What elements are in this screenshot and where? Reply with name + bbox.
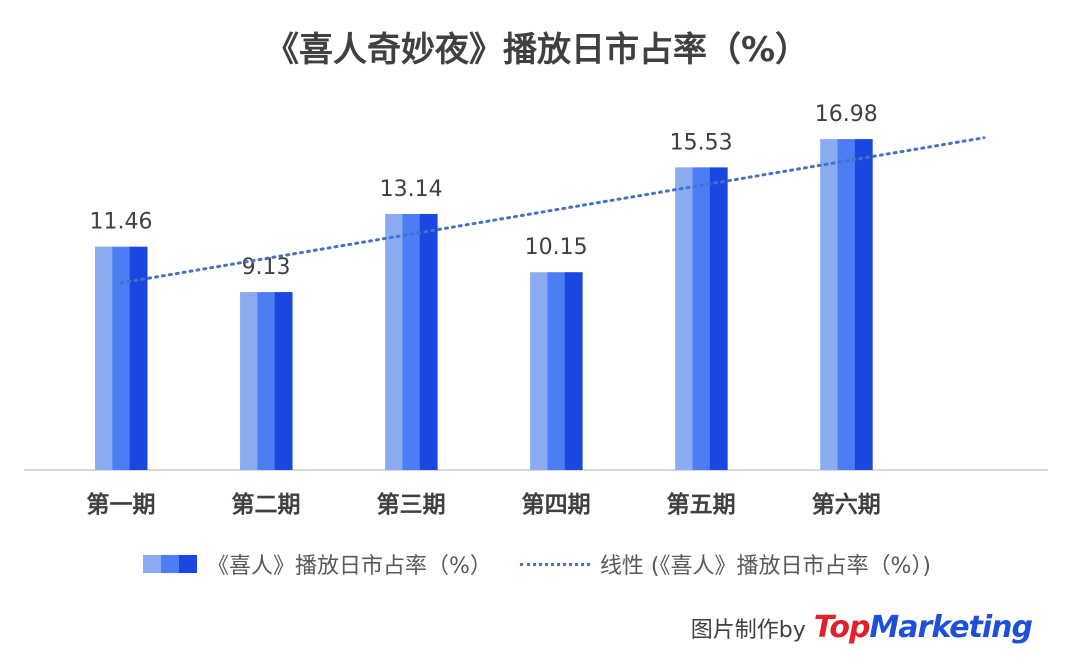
bar-6-segment [854,139,873,470]
category-label-1: 第一期 [87,491,156,518]
category-label-2: 第二期 [232,491,301,518]
bar-1[interactable] [95,246,148,470]
category-label-3: 第三期 [377,491,446,518]
bar-1-segment [95,246,113,470]
bar-3-segment [419,213,438,470]
legend-item-bar[interactable]: 《喜人》播放日市占率（%） [143,548,492,580]
category-label-5: 第五期 [667,491,736,518]
bar-1-segment [112,246,131,470]
legend-bar-label: 《喜人》播放日市占率（%） [207,554,492,579]
bar-3[interactable] [385,213,438,470]
bar-2-segment [257,292,276,470]
credit: 图片制作by TopMarketing [690,610,1033,645]
bar-5-segment [675,167,693,470]
bar-4-segment [547,272,566,470]
bar-4[interactable] [530,272,583,470]
bar-3-segment [385,213,403,470]
data-label-3: 13.14 [380,177,443,202]
data-label-5: 15.53 [670,130,733,155]
data-label-1: 11.46 [90,210,153,235]
bar-2-segment [240,292,258,470]
bar-5-segment [692,167,711,470]
bar-2-segment [274,292,293,470]
data-label-6: 16.98 [815,102,878,127]
brand-logo: TopMarketing [813,610,1033,645]
brand-logo-rest: Marketing [869,610,1033,645]
data-label-4: 10.15 [525,235,588,260]
credit-text: 图片制作by [690,617,806,643]
legend-trend-swatch [519,562,590,566]
bar-3-segment [402,213,421,470]
brand-logo-top: Top [813,610,871,645]
legend-bar-swatch [143,555,197,573]
legend-trend-label: 线性 (《喜人》播放日市占率（%）) [599,554,931,579]
bar-6-segment [837,139,856,470]
bar-5-segment [709,167,728,470]
bar-6-segment [820,139,839,470]
category-label-6: 第六期 [812,491,881,518]
legend-item-trend[interactable]: 线性 (《喜人》播放日市占率（%）) [519,548,931,580]
chart-title: 《喜人奇妙夜》播放日市占率（%） [264,30,810,70]
chart-legend: 《喜人》播放日市占率（%） 线性 (《喜人》播放日市占率（%）) [6,548,1068,580]
bar-4-segment [530,272,548,470]
bar-5[interactable] [675,167,728,470]
chart-plot-area: 11.46第一期9.13第二期13.14第三期10.15第四期15.53第五期1… [24,102,1048,518]
chart-frame: 《喜人奇妙夜》播放日市占率（%） 11.46 第一期 9.13 第二期 13.14 第三期… [6,0,1068,600]
bar-4-segment [564,272,583,470]
category-label-4: 第四期 [522,491,591,518]
bar-2[interactable] [240,292,293,470]
bar-6[interactable] [820,139,873,470]
trendline [119,136,986,285]
bar-1-segment [129,246,148,470]
